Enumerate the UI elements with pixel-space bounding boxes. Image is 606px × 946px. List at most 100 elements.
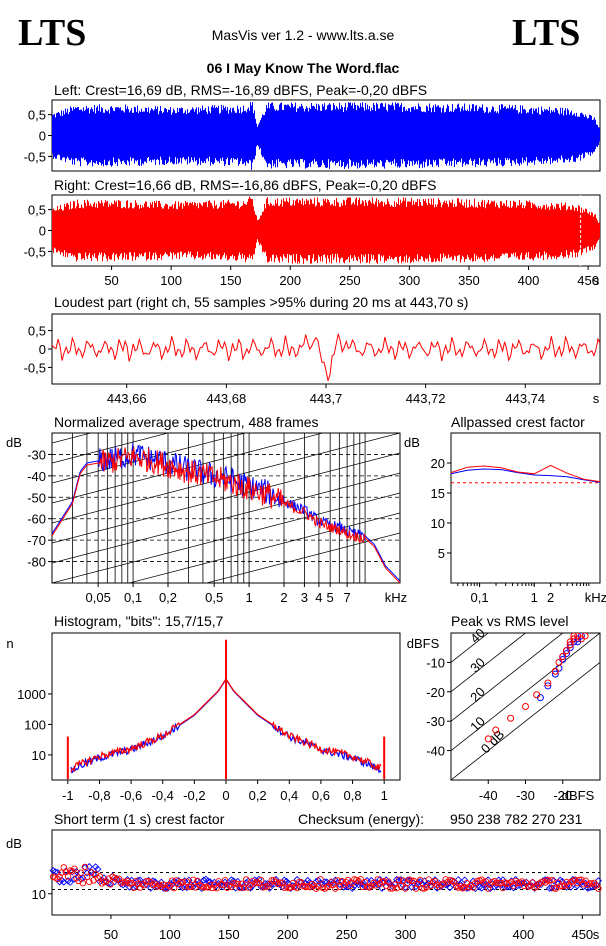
- peakrms-point-left: [577, 633, 585, 640]
- shortcrest-point-right: [230, 880, 237, 887]
- shortcrest-point-right: [228, 883, 235, 891]
- shortcrest-point-right: [349, 879, 356, 887]
- shortcrest-point-right: [175, 880, 182, 888]
- histogram-xtick-label: -0,8: [88, 788, 110, 803]
- shortcrest-point-right: [499, 884, 507, 892]
- shortcrest-point-right: [395, 876, 403, 884]
- shortcrest-point-right: [223, 884, 231, 891]
- shortcrest-point-right: [315, 882, 322, 890]
- shortcrest-point-right: [77, 869, 85, 876]
- spectrum-xtick-label: 0,5: [205, 590, 223, 605]
- shortcrest-point-left: [579, 882, 588, 891]
- peakrms-diagonal: [451, 633, 600, 752]
- allpass-title: Allpassed crest factor: [451, 414, 585, 430]
- right-channel-xtick-label: 350: [458, 273, 480, 288]
- shortcrest-point-right: [391, 881, 398, 888]
- shortcrest-point-right: [433, 881, 441, 889]
- peakrms-ylabel: dBFS: [407, 636, 440, 651]
- shortcrest-point-right: [571, 876, 579, 884]
- peakrms-frame: [450, 632, 601, 781]
- histogram-xtick-label: -0,4: [152, 788, 174, 803]
- shortcrest-point-right: [329, 881, 337, 889]
- right-channel-title: Right: Crest=16,66 dB, RMS=-16,86 dBFS, …: [54, 177, 437, 193]
- shortcrest-point-left: [567, 883, 575, 891]
- loudest-ytick-label: 0: [39, 342, 46, 357]
- shortcrest-xtick-label: 50: [104, 927, 118, 942]
- spectrum-ytick-label: -50: [27, 490, 46, 505]
- shortcrest-xunit: s: [593, 927, 600, 942]
- allpass-series-left: [450, 468, 601, 483]
- shortcrest-point-left: [229, 877, 238, 885]
- peakrms-ytick-label: -20: [426, 685, 445, 700]
- allpass-xunit: kHz: [585, 590, 606, 605]
- shortcrest-point-right: [177, 879, 184, 886]
- shortcrest-point-right: [495, 879, 502, 887]
- peakrms-point-right: [562, 647, 570, 655]
- peakrms-point-left: [544, 682, 552, 690]
- shortcrest-point-right: [482, 878, 490, 885]
- shortcrest-point-right: [81, 863, 89, 871]
- peakrms-ytick-label: -40: [426, 744, 445, 759]
- shortcrest-point-right: [71, 865, 78, 872]
- left-channel-ytick-label: 0,5: [28, 108, 46, 123]
- loudest-xtick-label: 443,7: [310, 391, 343, 406]
- spectrum-series-right: [52, 446, 400, 583]
- checksum-label: Checksum (energy):: [298, 811, 425, 827]
- shortcrest-point-right: [559, 882, 566, 890]
- loudest-xtick-label: 443,68: [206, 391, 246, 406]
- spectrum-title: Normalized average spectrum, 488 frames: [54, 414, 319, 430]
- histogram-xtick-label: -0,6: [120, 788, 142, 803]
- spectrum-ylabel: dB: [6, 435, 22, 450]
- spectrum-xunit: kHz: [385, 590, 407, 605]
- shortcrest-point-right: [444, 878, 451, 886]
- shortcrest-point-right: [54, 875, 61, 883]
- spectrum-slope-line: [52, 313, 400, 403]
- shortcrest-point-right: [423, 883, 430, 891]
- histogram-xtick-label: 0,6: [312, 788, 330, 803]
- right-channel-xtick-label: 450: [577, 273, 599, 288]
- short-crest-title: Short term (1 s) crest factor: [54, 811, 225, 827]
- shortcrest-point-right: [508, 878, 515, 886]
- peakrms-point-right: [492, 726, 500, 734]
- shortcrest-point-right: [234, 880, 241, 888]
- shortcrest-point-left: [454, 876, 462, 884]
- shortcrest-point-right: [491, 878, 498, 885]
- shortcrest-point-left: [342, 882, 350, 891]
- app-title: MasVis ver 1.2 - www.lts.a.se: [211, 27, 395, 43]
- shortcrest-point-left: [66, 878, 74, 886]
- peakrms-point-right: [559, 653, 567, 661]
- shortcrest-point-right: [457, 883, 464, 890]
- spectrum-slope-line: [52, 433, 247, 484]
- shortcrest-ylabel: dB: [6, 836, 22, 851]
- shortcrest-point-right: [512, 877, 519, 885]
- shortcrest-point-right: [221, 877, 229, 884]
- spectrum-slope-line: [52, 433, 325, 504]
- left-channel-ytick-label: -0,5: [24, 149, 46, 164]
- peak-rms-title: Peak vs RMS level: [451, 613, 569, 629]
- allpass-ytick-label: 5: [438, 546, 445, 561]
- shortcrest-point-right: [143, 877, 150, 885]
- shortcrest-point-right: [385, 878, 392, 885]
- file-title: 06 I May Know The Word.flac: [206, 60, 400, 76]
- peakrms-point-right: [484, 735, 492, 743]
- shortcrest-point-right: [450, 878, 458, 886]
- spectrum-ytick-label: -80: [27, 555, 46, 570]
- loudest-xunit: s: [593, 391, 600, 406]
- peakrms-point-right: [566, 638, 574, 646]
- shortcrest-point-left: [285, 879, 293, 888]
- shortcrest-point-left: [280, 876, 289, 884]
- shortcrest-point-right: [64, 873, 72, 880]
- shortcrest-point-right: [211, 881, 218, 889]
- histogram-title: Histogram, "bits": 15,7/15,7: [54, 613, 224, 629]
- shortcrest-point-right: [276, 879, 284, 886]
- shortcrest-point-right: [270, 876, 278, 884]
- spectrum-xtick-label: 0,05: [86, 590, 111, 605]
- loudest-xtick-label: 443,72: [406, 391, 446, 406]
- shortcrest-point-left: [240, 882, 248, 890]
- shortcrest-point-right: [419, 885, 426, 892]
- shortcrest-frame: [51, 829, 601, 916]
- shortcrest-point-right: [189, 876, 197, 884]
- shortcrest-point-right: [126, 880, 133, 887]
- histogram-xtick-label: 1: [381, 788, 388, 803]
- shortcrest-point-left: [348, 884, 356, 893]
